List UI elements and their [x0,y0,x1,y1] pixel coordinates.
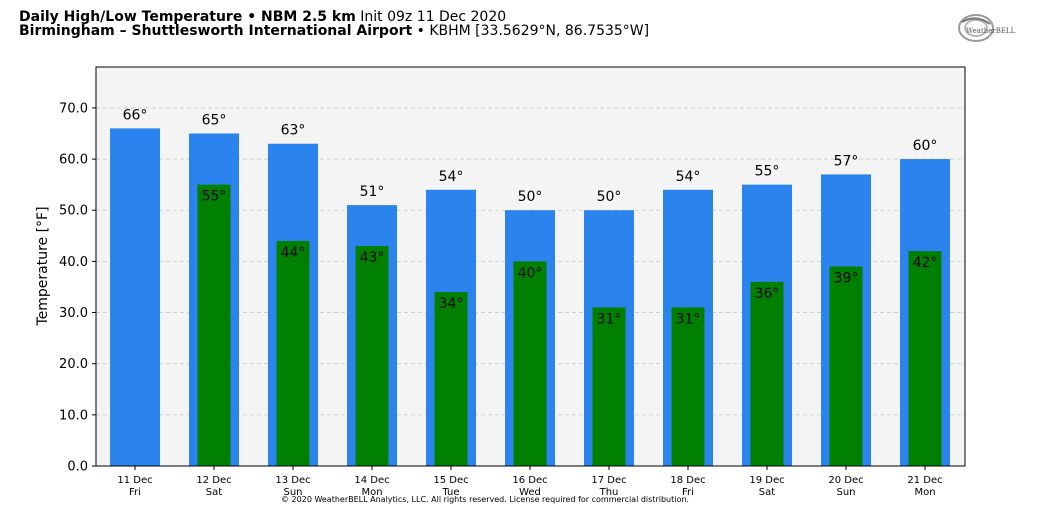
x-tick-label-day: Thu [599,487,619,498]
high-temp-label: 51° [360,184,385,200]
x-tick-label-date: 17 Dec [591,475,626,486]
low-temp-label: 36° [755,286,780,302]
high-temp-label: 55° [755,164,780,180]
x-tick-label-date: 14 Dec [354,475,389,486]
x-tick-label-day: Sat [759,487,775,498]
low-temp-label: 39° [834,271,859,287]
bar-labels: 66° 65° 55° 63° 44° 51° 43° 54° 34° 50° 40° 50° 31° 5… [123,107,938,327]
low-temp-bar [513,261,547,466]
chart-subtitle: Birmingham – Shuttlesworth International… [19,23,649,39]
y-tick-label: 10.0 [59,408,88,423]
high-temp-label: 54° [439,169,464,185]
weatherbell-logo: WeatherBELL [956,12,1018,50]
low-temp-bar [592,307,626,466]
x-tick-label-day: Wed [519,487,541,498]
y-tick-label: 30.0 [59,306,88,321]
bars [110,128,950,467]
low-temp-bar [908,251,942,466]
high-temp-bar [110,128,160,466]
title-bold: Daily High/Low Temperature • NBM 2.5 km [19,9,356,25]
y-tick-label: 20.0 [59,357,88,372]
low-temp-bar [750,281,784,466]
title-init: Init 09z 11 Dec 2020 [360,9,507,25]
x-tick-label-day: Fri [682,487,694,498]
low-temp-label: 55° [202,189,227,205]
low-temp-bar [434,292,468,466]
x-tick-label-day: Sun [836,487,855,498]
low-temp-label: 31° [597,311,622,327]
x-tick-label-day: Sun [283,487,302,498]
high-temp-label: 66° [123,107,148,123]
low-temp-label: 31° [676,311,701,327]
x-tick-label-day: Fri [129,487,141,498]
y-tick-label: 50.0 [59,204,88,219]
svg-text:WeatherBELL: WeatherBELL [966,27,1016,35]
low-temp-label: 43° [360,250,385,266]
high-temp-label: 57° [834,153,859,169]
low-temp-bar [829,266,863,466]
high-temp-label: 65° [202,113,227,129]
high-temp-label: 63° [281,123,306,139]
x-tick-label-date: 11 Dec [117,475,152,486]
x-tick-label-day: Mon [361,487,382,498]
x-tick-label-date: 13 Dec [275,475,310,486]
low-temp-bar [671,307,705,466]
low-temp-label: 34° [439,296,464,312]
low-temp-bar [355,246,389,466]
y-axis-label: Temperature [°F] [35,206,51,326]
high-temp-label: 54° [676,169,701,185]
low-temp-label: 40° [518,265,543,281]
x-tick-label-day: Sat [206,487,222,498]
x-tick-label-date: 12 Dec [196,475,231,486]
subtitle-coordinates: • KBHM [33.5629°N, 86.7535°W] [416,23,650,39]
y-tick-label: 0.0 [67,460,88,475]
low-temp-bar [276,240,310,466]
low-temp-label: 42° [913,255,938,271]
x-tick-label-date: 15 Dec [433,475,468,486]
high-temp-label: 60° [913,138,938,154]
x-tick-label-date: 18 Dec [670,475,705,486]
x-tick-label-date: 16 Dec [512,475,547,486]
x-tick-label-day: Mon [914,487,935,498]
chart-title: Daily High/Low Temperature • NBM 2.5 km … [19,9,506,25]
x-tick-label-day: Tue [441,487,459,498]
high-temp-label: 50° [597,189,622,205]
x-tick-label-date: 19 Dec [749,475,784,486]
subtitle-location: Birmingham – Shuttlesworth International… [19,23,413,39]
x-tick-label-date: 20 Dec [828,475,863,486]
x-tick-label-date: 21 Dec [907,475,942,486]
y-axis: 0.0 10.0 20.0 30.0 40.0 50.0 60.0 70.0 [59,101,96,475]
high-temp-label: 50° [518,189,543,205]
low-temp-label: 44° [281,245,306,261]
y-tick-label: 40.0 [59,255,88,270]
copyright-notice: © 2020 WeatherBELL Analytics, LLC. All r… [281,495,689,504]
y-tick-label: 60.0 [59,153,88,168]
low-temp-bar [197,184,231,466]
y-tick-label: 70.0 [59,101,88,116]
